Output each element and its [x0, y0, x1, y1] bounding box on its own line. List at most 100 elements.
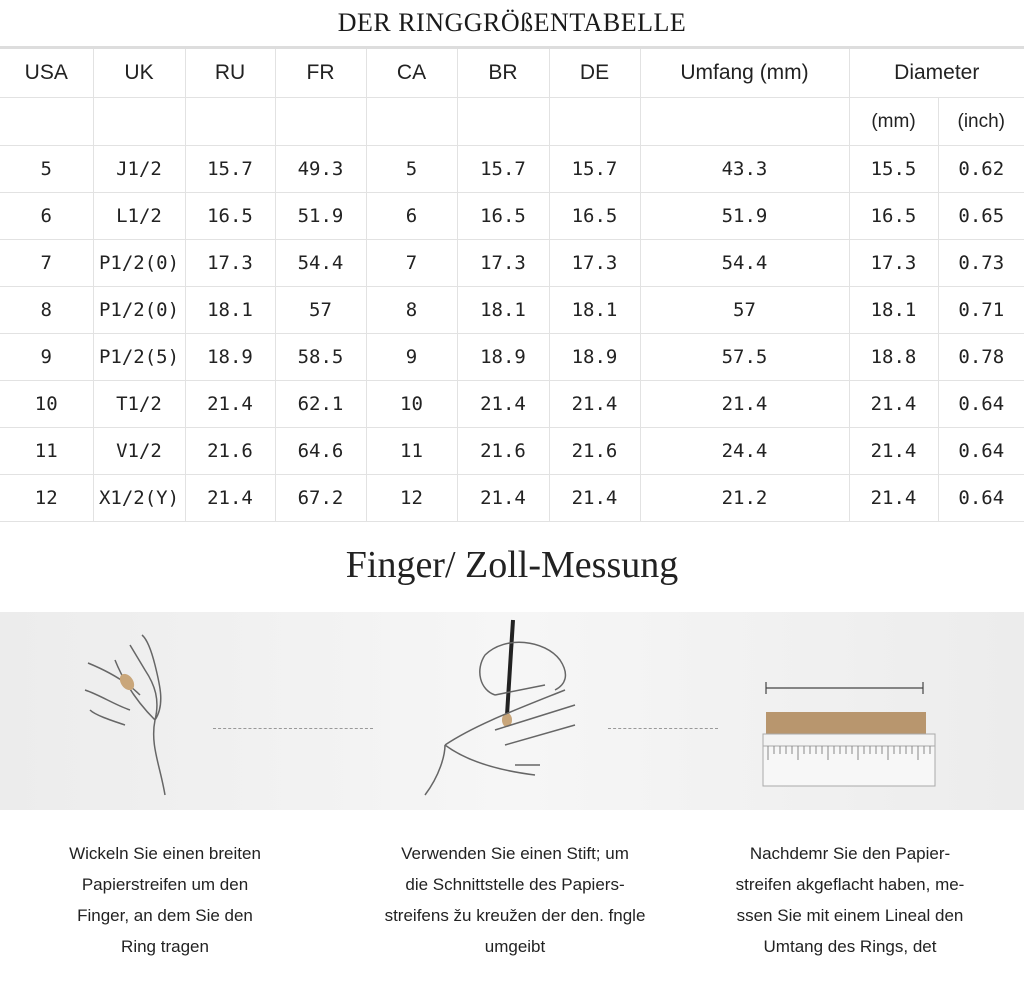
table-row: 10 T1/2 21.4 62.1 10 21.4 21.4 21.4 21.4 0.64: [0, 380, 1024, 428]
table-cell: 6: [365, 192, 458, 240]
table-cell: 62.1: [274, 380, 367, 428]
section-title: Finger/ Zoll-Messung: [345, 544, 679, 586]
caption-line: streifen akgeflacht haben, me-: [735, 875, 965, 894]
table-cell: 0.65: [937, 192, 1024, 240]
table-cell: 24.4: [639, 427, 850, 475]
table-cell: 21.4: [456, 474, 550, 522]
table-cell: 17.3: [456, 239, 550, 287]
table-cell: L1/2: [92, 192, 186, 240]
table-cell: 16.5: [456, 192, 550, 240]
table-cell: 18.1: [548, 286, 641, 334]
table-cell: 8: [0, 286, 94, 334]
table-cell: 12: [365, 474, 458, 522]
table-cell: 18.9: [184, 333, 276, 381]
table-cell: 5: [0, 145, 94, 193]
table-cell: 49.3: [274, 145, 367, 193]
table-header-row: USA UK RU FR CA BR DE Umfang (mm) Diameter: [0, 46, 1024, 98]
table-cell: 67.2: [274, 474, 367, 522]
caption-line: Verwenden Sie einen Stift; um: [401, 844, 629, 863]
caption-line: Umtang des Rings, det: [763, 937, 937, 956]
table-cell: 17.3: [548, 239, 641, 287]
table-cell: 43.3: [639, 145, 850, 193]
table-cell: J1/2: [92, 145, 186, 193]
table-cell: 57.5: [639, 333, 850, 381]
caption-line: die Schnittstelle des Papiers-: [405, 875, 625, 894]
table-cell: 0.64: [937, 427, 1024, 475]
ring-size-table: USA UK RU FR CA BR DE Umfang (mm) Diameter (mm) (i…: [0, 46, 1024, 522]
caption-line: Wickeln Sie einen breiten: [69, 844, 261, 863]
hand-wrap-icon: [84, 634, 166, 796]
table-cell: 7: [365, 239, 458, 287]
table-cell: 21.4: [848, 380, 939, 428]
table-cell: 0.78: [937, 333, 1024, 381]
table-cell: 21.2: [639, 474, 850, 522]
table-cell: 64.6: [274, 427, 367, 475]
hand-pen-icon: [424, 619, 576, 796]
table-row: 11 V1/2 21.6 64.6 11 21.6 21.6 24.4 21.4 0.64: [0, 427, 1024, 475]
empty-cell: [548, 97, 641, 146]
table-row: 6 L1/2 16.5 51.9 6 16.5 16.5 51.9 16.5 0.65: [0, 192, 1024, 240]
table-cell: 21.4: [848, 474, 939, 522]
table-cell: 18.8: [848, 333, 939, 381]
empty-cell: [92, 97, 186, 146]
table-cell: 21.4: [848, 427, 939, 475]
caption-line: Nachdemr Sie den Papier-: [749, 844, 951, 863]
table-cell: 21.4: [184, 474, 276, 522]
dashed-divider: [213, 728, 373, 729]
table-cell: 18.9: [456, 333, 550, 381]
caption-line: Ring tragen: [121, 937, 209, 956]
table-cell: 0.64: [937, 380, 1024, 428]
table-cell: 9: [365, 333, 458, 381]
empty-cell: [184, 97, 276, 146]
table-cell: 18.1: [848, 286, 939, 334]
empty-cell: [274, 97, 367, 146]
table-cell: 0.73: [937, 239, 1024, 287]
caption-line: Finger, an dem Sie den: [77, 906, 253, 925]
table-cell: 18.1: [184, 286, 276, 334]
table-cell: 15.7: [456, 145, 550, 193]
table-cell: 15.7: [184, 145, 276, 193]
table-cell: 16.5: [184, 192, 276, 240]
ruler-icon: [762, 682, 936, 787]
subheader-mm: (mm): [848, 97, 939, 146]
table-cell: X1/2(Y): [92, 474, 186, 522]
table-cell: P1/2(5): [92, 333, 186, 381]
table-cell: 11: [0, 427, 94, 475]
step-caption: Nachdemr Sie den Papier-streifen akgefla…: [700, 838, 1000, 962]
table-cell: 8: [365, 286, 458, 334]
table-cell: 51.9: [639, 192, 850, 240]
table-cell: 17.3: [848, 239, 939, 287]
table-cell: 7: [0, 239, 94, 287]
table-cell: 5: [365, 145, 458, 193]
column-header: CA: [365, 46, 458, 98]
table-cell: 21.4: [184, 380, 276, 428]
column-header: UK: [92, 46, 186, 98]
table-cell: 0.62: [937, 145, 1024, 193]
step-caption: Wickeln Sie einen breiten Papierstreifen …: [15, 838, 315, 962]
table-cell: 0.71: [937, 286, 1024, 334]
table-cell: 21.4: [456, 380, 550, 428]
table-cell: 58.5: [274, 333, 367, 381]
table-cell: 21.6: [184, 427, 276, 475]
table-cell: 9: [0, 333, 94, 381]
table-row: 5 J1/2 15.7 49.3 5 15.7 15.7 43.3 15.5 0.62: [0, 145, 1024, 193]
caption-line: streifens žu kreužen der den. fngle: [384, 906, 646, 925]
table-cell: 18.9: [548, 333, 641, 381]
table-cell: 21.4: [548, 380, 641, 428]
empty-cell: [365, 97, 458, 146]
column-header: Diameter: [848, 46, 1024, 98]
table-cell: 21.6: [456, 427, 550, 475]
table-row: 12 X1/2(Y) 21.4 67.2 12 21.4 21.4 21.2 21.4 0.64: [0, 474, 1024, 522]
column-header: Umfang (mm): [639, 46, 850, 98]
empty-cell: [0, 97, 94, 146]
table-cell: P1/2(0): [92, 239, 186, 287]
column-header: FR: [274, 46, 367, 98]
table-cell: 21.6: [548, 427, 641, 475]
table-cell: 21.4: [639, 380, 850, 428]
table-cell: V1/2: [92, 427, 186, 475]
table-cell: 57: [639, 286, 850, 334]
table-cell: 54.4: [639, 239, 850, 287]
dashed-divider: [608, 728, 718, 729]
column-header: BR: [456, 46, 550, 98]
table-cell: 18.1: [456, 286, 550, 334]
